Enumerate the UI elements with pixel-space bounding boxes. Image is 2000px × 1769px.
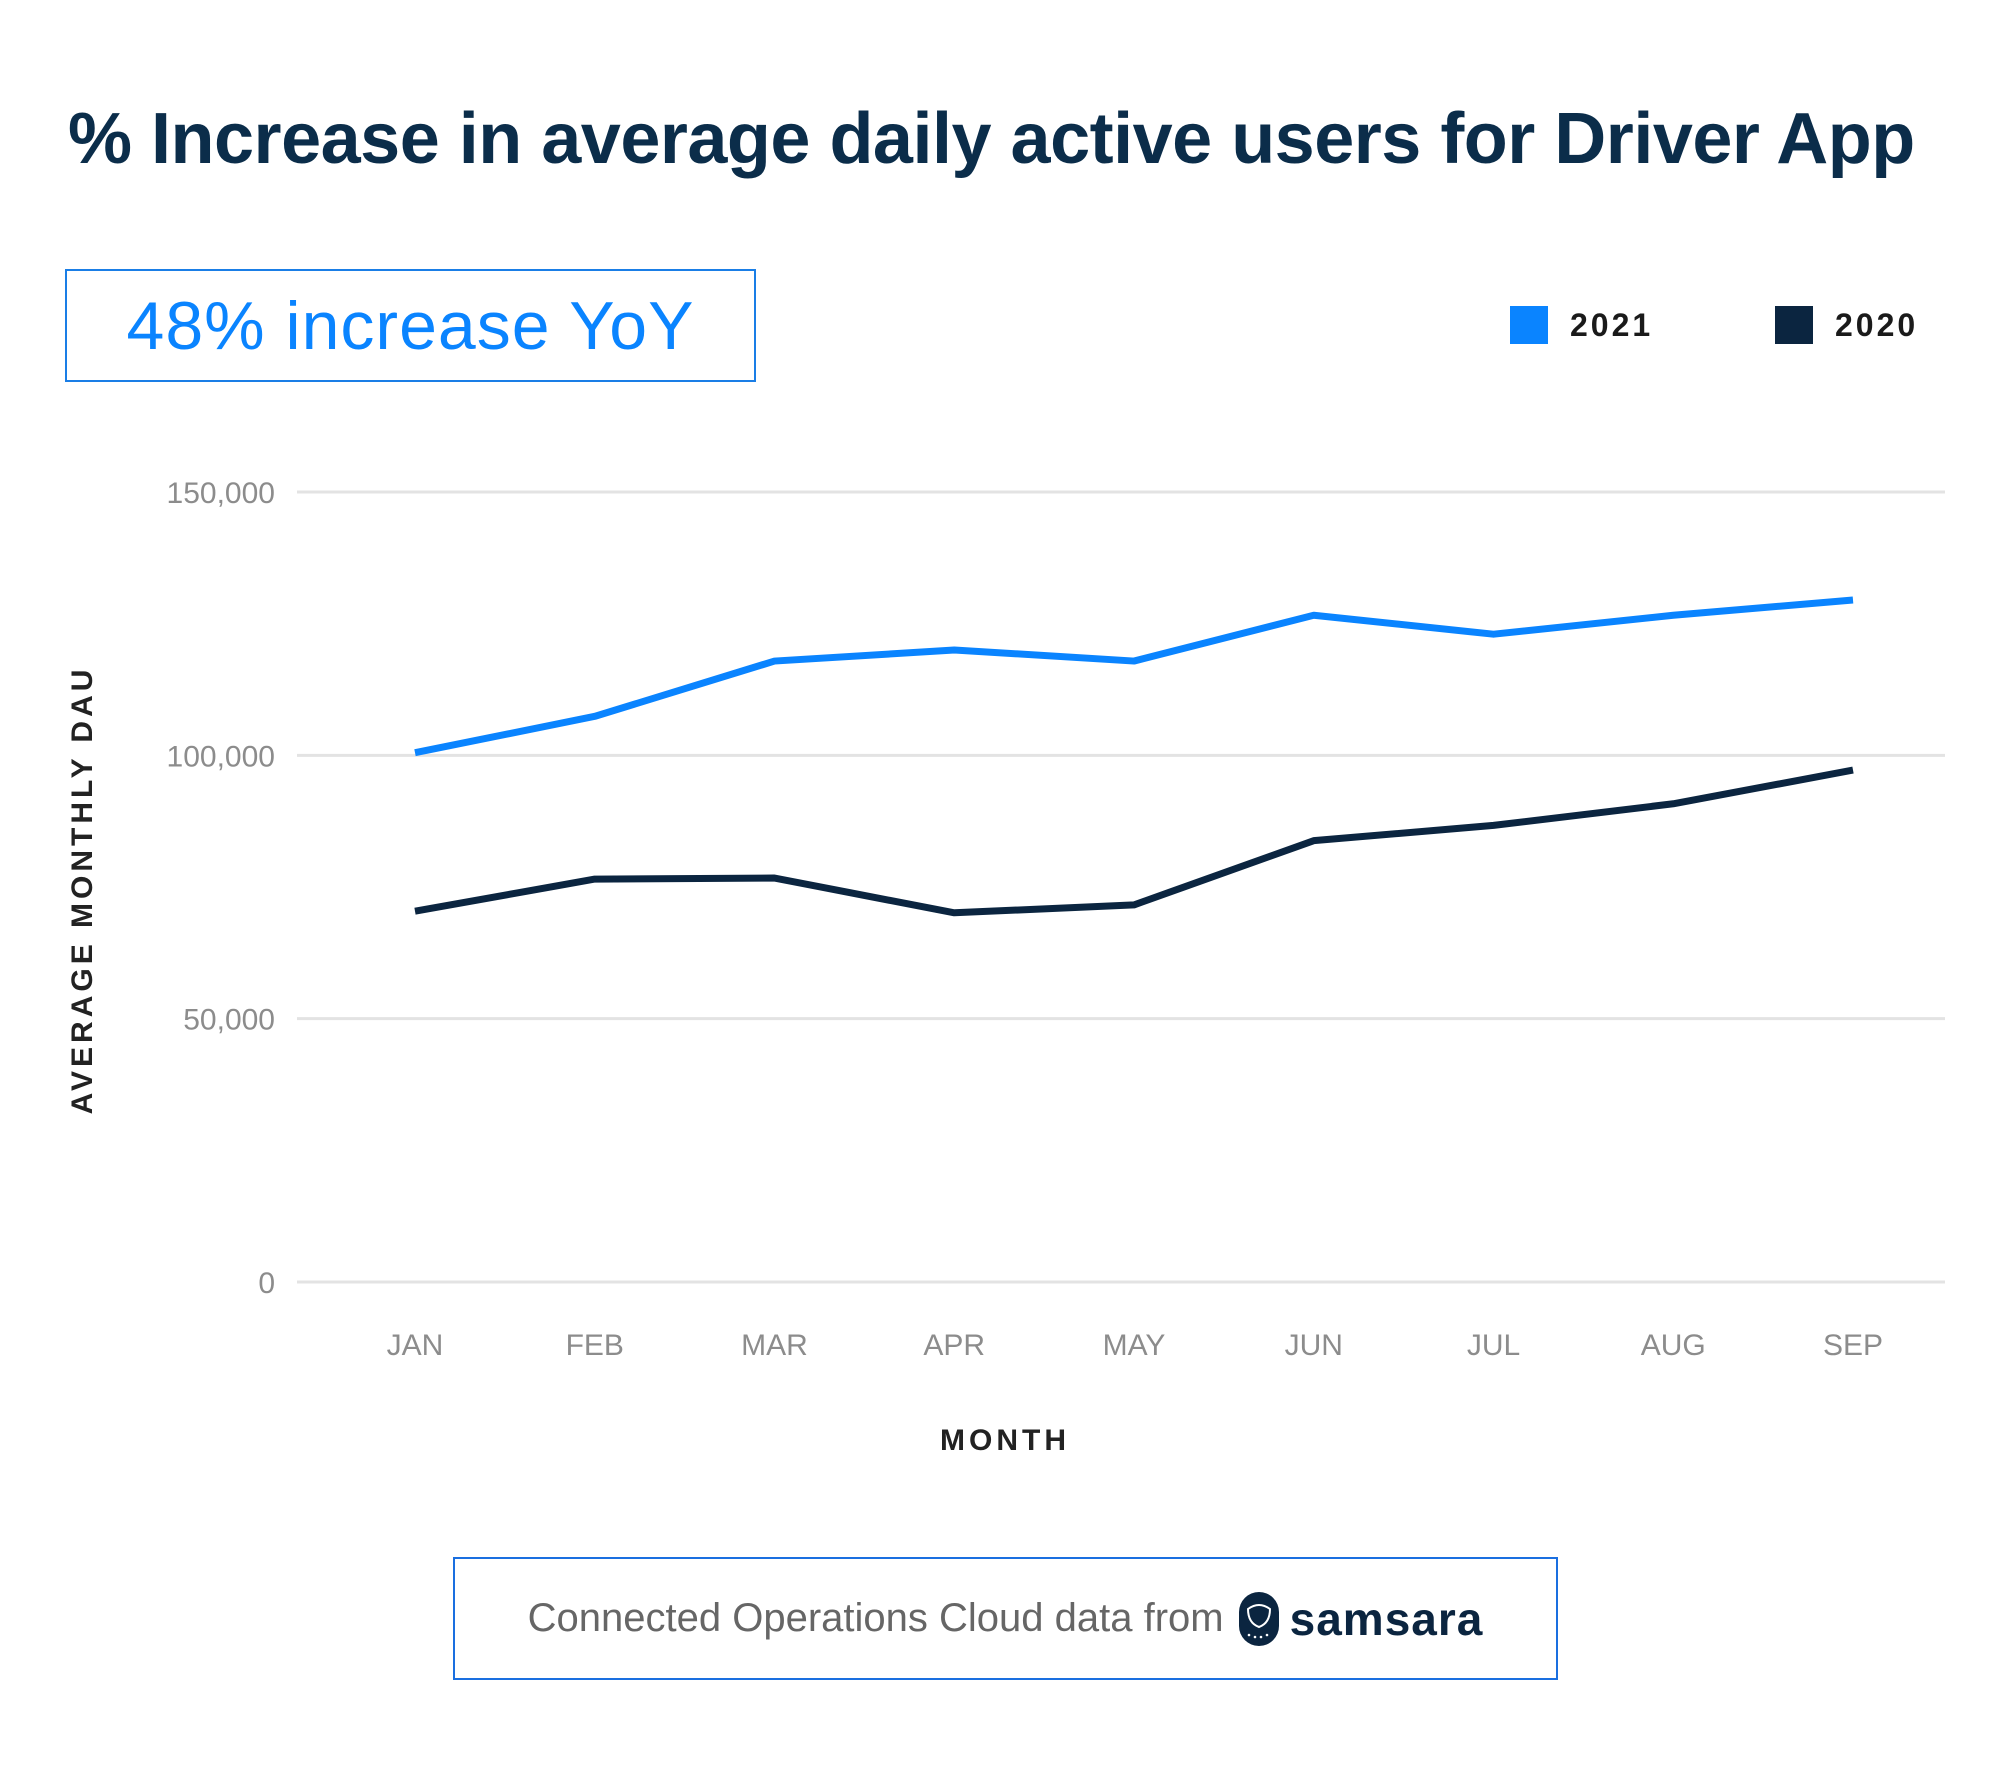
y-tick-label: 150,000 — [167, 477, 275, 510]
x-axis-title: MONTH — [940, 1424, 1070, 1457]
x-tick-label: JUL — [1467, 1329, 1520, 1362]
series-line-2021 — [414, 596, 1854, 757]
y-tick-label: 100,000 — [167, 740, 275, 773]
kpi-text: 48% increase YoY — [126, 287, 695, 364]
legend-swatch-2021 — [1510, 306, 1548, 344]
legend-label-2020: 2020 — [1835, 306, 1919, 343]
footer-text: Connected Operations Cloud data from — [527, 1596, 1224, 1640]
brand-name: samsara — [1289, 1592, 1484, 1645]
samsara-logo: samsara — [1238, 1591, 1484, 1647]
y-axis-title: AVERAGE MONTHLY DAU — [66, 666, 99, 1115]
chart-title: % Increase in average daily active users… — [68, 99, 1915, 179]
legend-swatch-2020 — [1775, 306, 1813, 344]
y-tick-label: 50,000 — [183, 1004, 275, 1037]
x-tick-label: MAY — [1103, 1329, 1166, 1362]
y-tick-label: 0 — [258, 1267, 275, 1300]
x-tick-label: AUG — [1641, 1329, 1706, 1362]
footer-source-box: Connected Operations Cloud data from sam… — [453, 1557, 1558, 1680]
x-tick-label: JUN — [1285, 1329, 1343, 1362]
owl-icon — [1238, 1591, 1279, 1646]
legend-item-2021: 2021 — [1510, 306, 1653, 344]
kpi-box: 48% increase YoY — [65, 269, 756, 382]
x-tick-label: APR — [923, 1329, 985, 1362]
legend-label-2021: 2021 — [1570, 306, 1654, 343]
legend-item-2020: 2020 — [1775, 306, 1918, 344]
x-tick-label: MAR — [741, 1329, 808, 1362]
series-line-2020 — [414, 766, 1854, 917]
x-tick-label: FEB — [566, 1329, 624, 1362]
x-tick-label: SEP — [1823, 1329, 1883, 1362]
x-tick-label: JAN — [387, 1329, 444, 1362]
